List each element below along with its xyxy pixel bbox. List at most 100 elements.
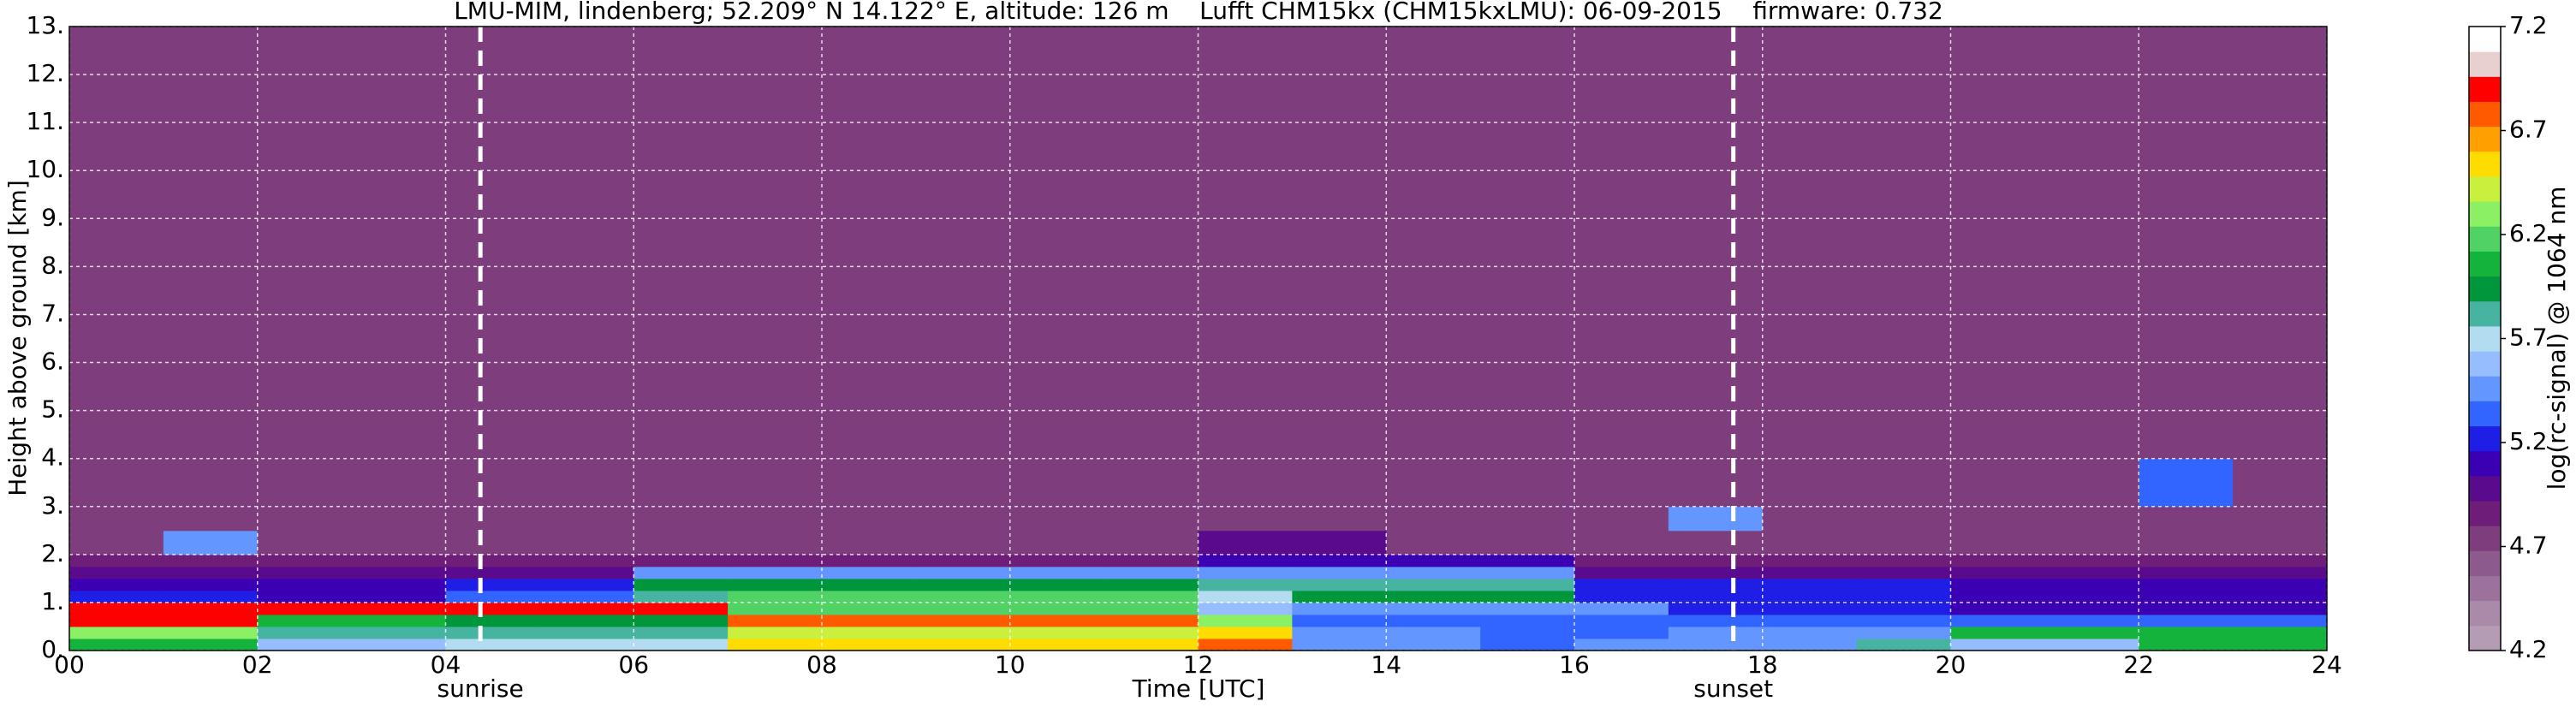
colorbar-segment [2469,351,2501,377]
heatmap-cell [257,554,353,567]
heatmap-cell [2233,530,2328,556]
colorbar-segment [2469,151,2501,177]
heatmap-cell [351,530,446,556]
x-tick-label: 20 [1936,651,1966,679]
heatmap-cell [351,614,446,627]
heatmap-cell [1198,626,1293,639]
heatmap-cell [2044,27,2139,460]
heatmap-cell [1856,638,1951,651]
heatmap-cell [69,590,164,603]
heatmap-cell [1856,626,1951,639]
heatmap-cell [1009,27,1105,460]
heatmap-cell [351,590,446,603]
heatmap-cell [69,578,164,591]
x-tick-label: 18 [1747,651,1778,679]
heatmap-cell [1856,566,1951,579]
heatmap-cell [915,578,1011,591]
heatmap-cell [1292,626,1387,639]
heatmap-cell [2044,602,2139,615]
heatmap-cell [822,566,917,579]
heatmap-cell [1856,602,1951,615]
y-tick-label: 0. [41,635,64,663]
heatmap-cell [1009,614,1105,627]
heatmap-cell [1574,27,1669,460]
heatmap-cell [69,602,164,615]
heatmap-cell [2233,578,2328,591]
heatmap-cell [1574,566,1669,579]
heatmap-cell [351,602,446,615]
heatmap-cell [163,638,259,651]
heatmap-cell [539,638,634,651]
heatmap-cell [822,602,917,615]
heatmap-cell [1950,590,2045,603]
colorbar-segment [2469,126,2501,152]
heatmap-cell [1762,530,1858,556]
heatmap-cell [2139,458,2234,508]
heatmap-cell [2139,27,2234,460]
heatmap-cell [1668,590,1764,603]
heatmap-cell [822,614,917,627]
heatmap-cell [1762,602,1858,615]
heatmap-cell [1668,614,1764,627]
heatmap-cell [1574,578,1669,591]
heatmap-cell [1950,602,2045,615]
heatmap-cell [1668,554,1764,567]
heatmap-cell [1386,614,1481,627]
heatmap-cell [915,590,1011,603]
y-tick-label: 12. [26,59,64,87]
heatmap-cell [634,27,729,460]
y-tick-label: 11. [26,107,64,135]
heatmap-cell [351,638,446,651]
heatmap-cell [1480,566,1575,579]
heatmap-cell [1292,590,1387,603]
heatmap-cell [1950,578,2045,591]
heatmap-cell [1574,590,1669,603]
heatmap-cell [1856,27,1951,460]
colorbar-segment [2469,101,2501,128]
heatmap-cell [1198,578,1293,591]
heatmap-cell [634,590,729,603]
heatmap-cell [351,506,446,532]
heatmap-cell [257,590,353,603]
colorbar-segment [2469,76,2501,102]
heatmap-cell [1009,530,1105,556]
heatmap-cell [2044,590,2139,603]
heatmap-cell [1386,506,1481,532]
heatmap-cell [1950,554,2045,567]
heatmap-cell [163,566,259,579]
heatmap-cell [1292,458,1387,508]
heatmap-cell [257,458,353,508]
heatmap-cell [634,578,729,591]
heatmap-cell [445,590,540,603]
heatmap-cell [1104,27,1199,460]
heatmap-cell [1386,554,1481,567]
heatmap-cell [2044,566,2139,579]
heatmap-cell [539,554,634,567]
heatmap-cell [2044,554,2139,567]
heatmap-cell [1668,602,1764,615]
heatmap-cell [69,638,164,651]
heatmap-cell [1480,458,1575,508]
y-tick-label: 1. [41,587,64,615]
heatmap-cell [822,530,917,556]
heatmap-cell [1198,506,1293,532]
heatmap-cell [1104,566,1199,579]
chart-title: LMU-MIM, lindenberg; 52.209° N 14.122° E… [454,0,1943,25]
heatmap-cell [2139,530,2234,556]
heatmap-cell [257,614,353,627]
heatmap-cell [351,566,446,579]
colorbar-segment [2469,450,2501,477]
heatmap-cell [1009,602,1105,615]
heatmap-cell [2233,602,2328,615]
heatmap-cell [1480,506,1575,532]
heatmap-cell [1480,554,1575,567]
heatmap-cell [1950,566,2045,579]
heatmap-cell [1104,590,1199,603]
colorbar-segment [2469,175,2501,202]
heatmap-cell [2233,27,2328,460]
y-tick-label: 13. [26,11,64,39]
heatmap-cell [1668,458,1764,508]
heatmap-cell [1856,554,1951,567]
heatmap-cell [728,614,823,627]
